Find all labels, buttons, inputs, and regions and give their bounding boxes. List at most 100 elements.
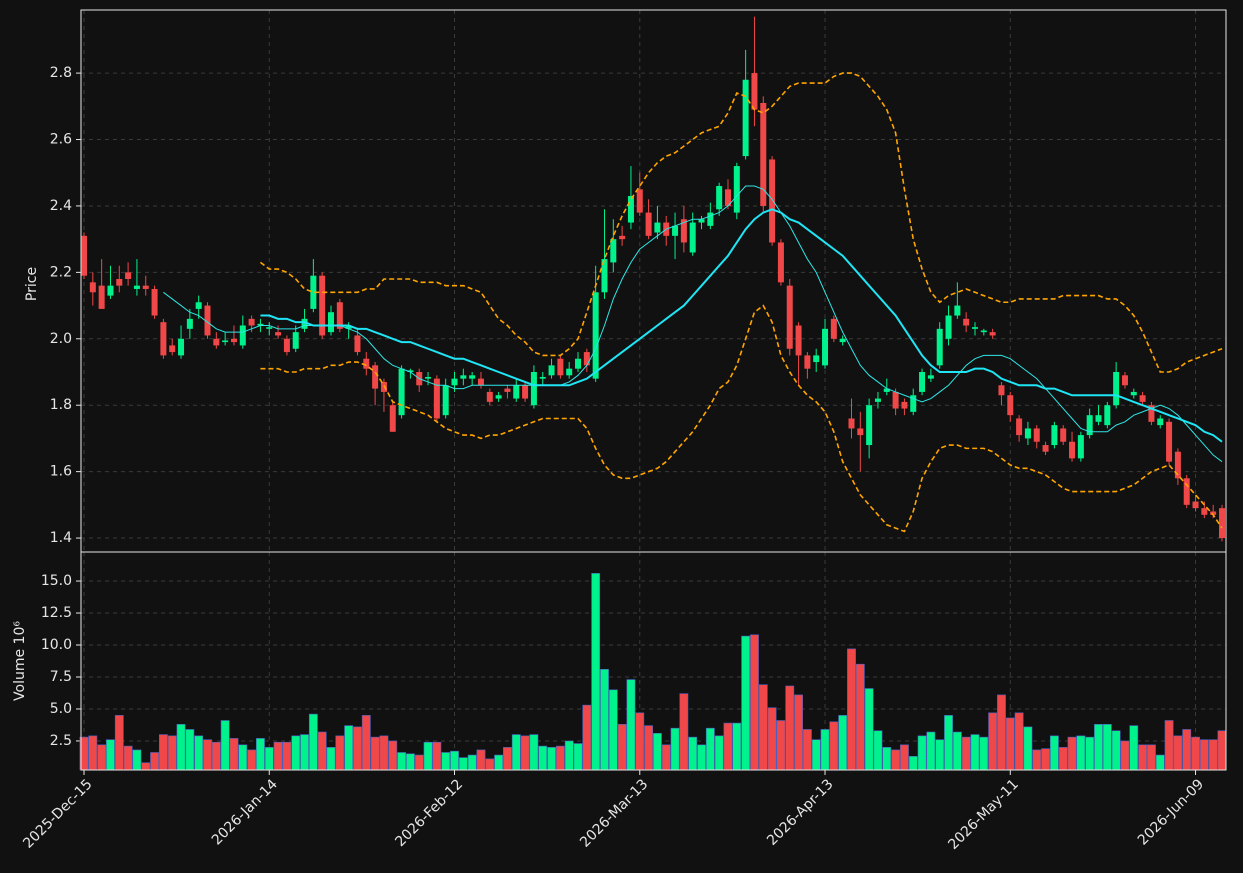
volume-bar (176, 724, 186, 771)
volume-bar (705, 727, 715, 771)
volume-bar (1102, 724, 1112, 771)
volume-bar (264, 747, 274, 771)
volume-bar (211, 741, 221, 771)
candle-body (601, 259, 608, 293)
volume-bar (529, 734, 539, 771)
volume-bar (652, 732, 662, 771)
candle-body (310, 275, 317, 309)
volume-bar (1023, 726, 1033, 771)
volume-bar (926, 731, 936, 771)
volume-bar (679, 693, 689, 771)
y-tick-label: 2.2 (50, 264, 72, 280)
candle-body (98, 285, 105, 309)
volume-bar (317, 731, 327, 771)
volume-bar (441, 752, 451, 771)
candle-body (1104, 405, 1111, 426)
volume-bar (935, 739, 945, 771)
candle-body (1042, 445, 1049, 452)
candle-body (636, 189, 643, 213)
candle-body (1095, 415, 1102, 422)
volume-bar (1094, 724, 1103, 771)
candle-body (857, 428, 864, 436)
volume-bar (88, 735, 98, 771)
candle-body (716, 186, 723, 210)
volume-bar (450, 750, 459, 771)
volume-bar (335, 735, 345, 771)
volume-bar (538, 745, 548, 771)
y-tick-label: 1.4 (50, 530, 72, 546)
volume-bar (194, 735, 204, 771)
volume-bar (370, 736, 380, 771)
candle-body (1157, 418, 1164, 426)
candle-body (433, 378, 440, 419)
volume-bar (1129, 725, 1139, 771)
candle-body (672, 225, 679, 236)
volume-bar (873, 730, 883, 771)
candle-body (654, 222, 661, 233)
candle-body (178, 338, 185, 356)
volume-bar (838, 715, 848, 771)
volume-bar (617, 724, 627, 771)
candle-body (1166, 421, 1173, 462)
volume-bar (106, 739, 115, 771)
volume-bar (1049, 735, 1059, 771)
candle-body (883, 388, 890, 392)
candle-body (486, 391, 493, 402)
candle-body (989, 332, 996, 336)
overlay-line (260, 208, 1223, 443)
volume-bar (158, 734, 168, 771)
candle-body (283, 338, 290, 353)
volume-bar (485, 758, 495, 771)
y2-tick-label: 12.5 (41, 605, 72, 621)
volume-bar (961, 736, 971, 771)
candle-body (566, 368, 573, 376)
volume-bar (1058, 747, 1068, 771)
candle-body (733, 166, 740, 213)
candle-body (363, 358, 370, 369)
volume-bar (308, 713, 318, 771)
candle-body (1113, 371, 1120, 406)
volume-bar (167, 735, 177, 771)
volume-bar (644, 725, 653, 771)
volume-bar (432, 741, 442, 771)
candle-body (81, 235, 87, 276)
volume-bar (820, 729, 830, 771)
volume-bar (344, 725, 354, 771)
volume-bar (282, 741, 292, 771)
volume-bar (952, 731, 962, 771)
volume-bar (511, 734, 521, 771)
volume-bar (220, 720, 230, 771)
candle-body (557, 358, 564, 376)
candle-body (389, 405, 396, 432)
candle-body (645, 212, 652, 236)
volume-bar (802, 729, 812, 771)
volume-bar (467, 754, 477, 771)
volume-bar (600, 669, 609, 771)
volume-bar (238, 744, 248, 771)
volume-bar (608, 689, 618, 771)
volume-bar (547, 747, 556, 771)
volume-bar (1191, 736, 1200, 771)
candle-body (575, 358, 582, 369)
candle-body (1024, 428, 1031, 439)
volume-bar (917, 735, 927, 771)
volume-bar (123, 745, 133, 771)
candle-body (319, 275, 326, 336)
candle-body (513, 385, 520, 399)
candle-body (945, 315, 952, 339)
volume-bars (79, 573, 1227, 771)
y-tick-label: 2.4 (50, 198, 72, 214)
candle-body (248, 318, 255, 326)
volume-bar (185, 729, 195, 771)
candle-body (583, 352, 590, 366)
volume-bar (1005, 717, 1015, 771)
volume-bar (388, 740, 398, 771)
volume-bar (979, 736, 989, 771)
volume-bar (882, 747, 892, 771)
candle-body (1060, 428, 1067, 442)
candle-body (425, 376, 432, 379)
candle-body (971, 327, 978, 329)
volume-bar (670, 727, 680, 771)
